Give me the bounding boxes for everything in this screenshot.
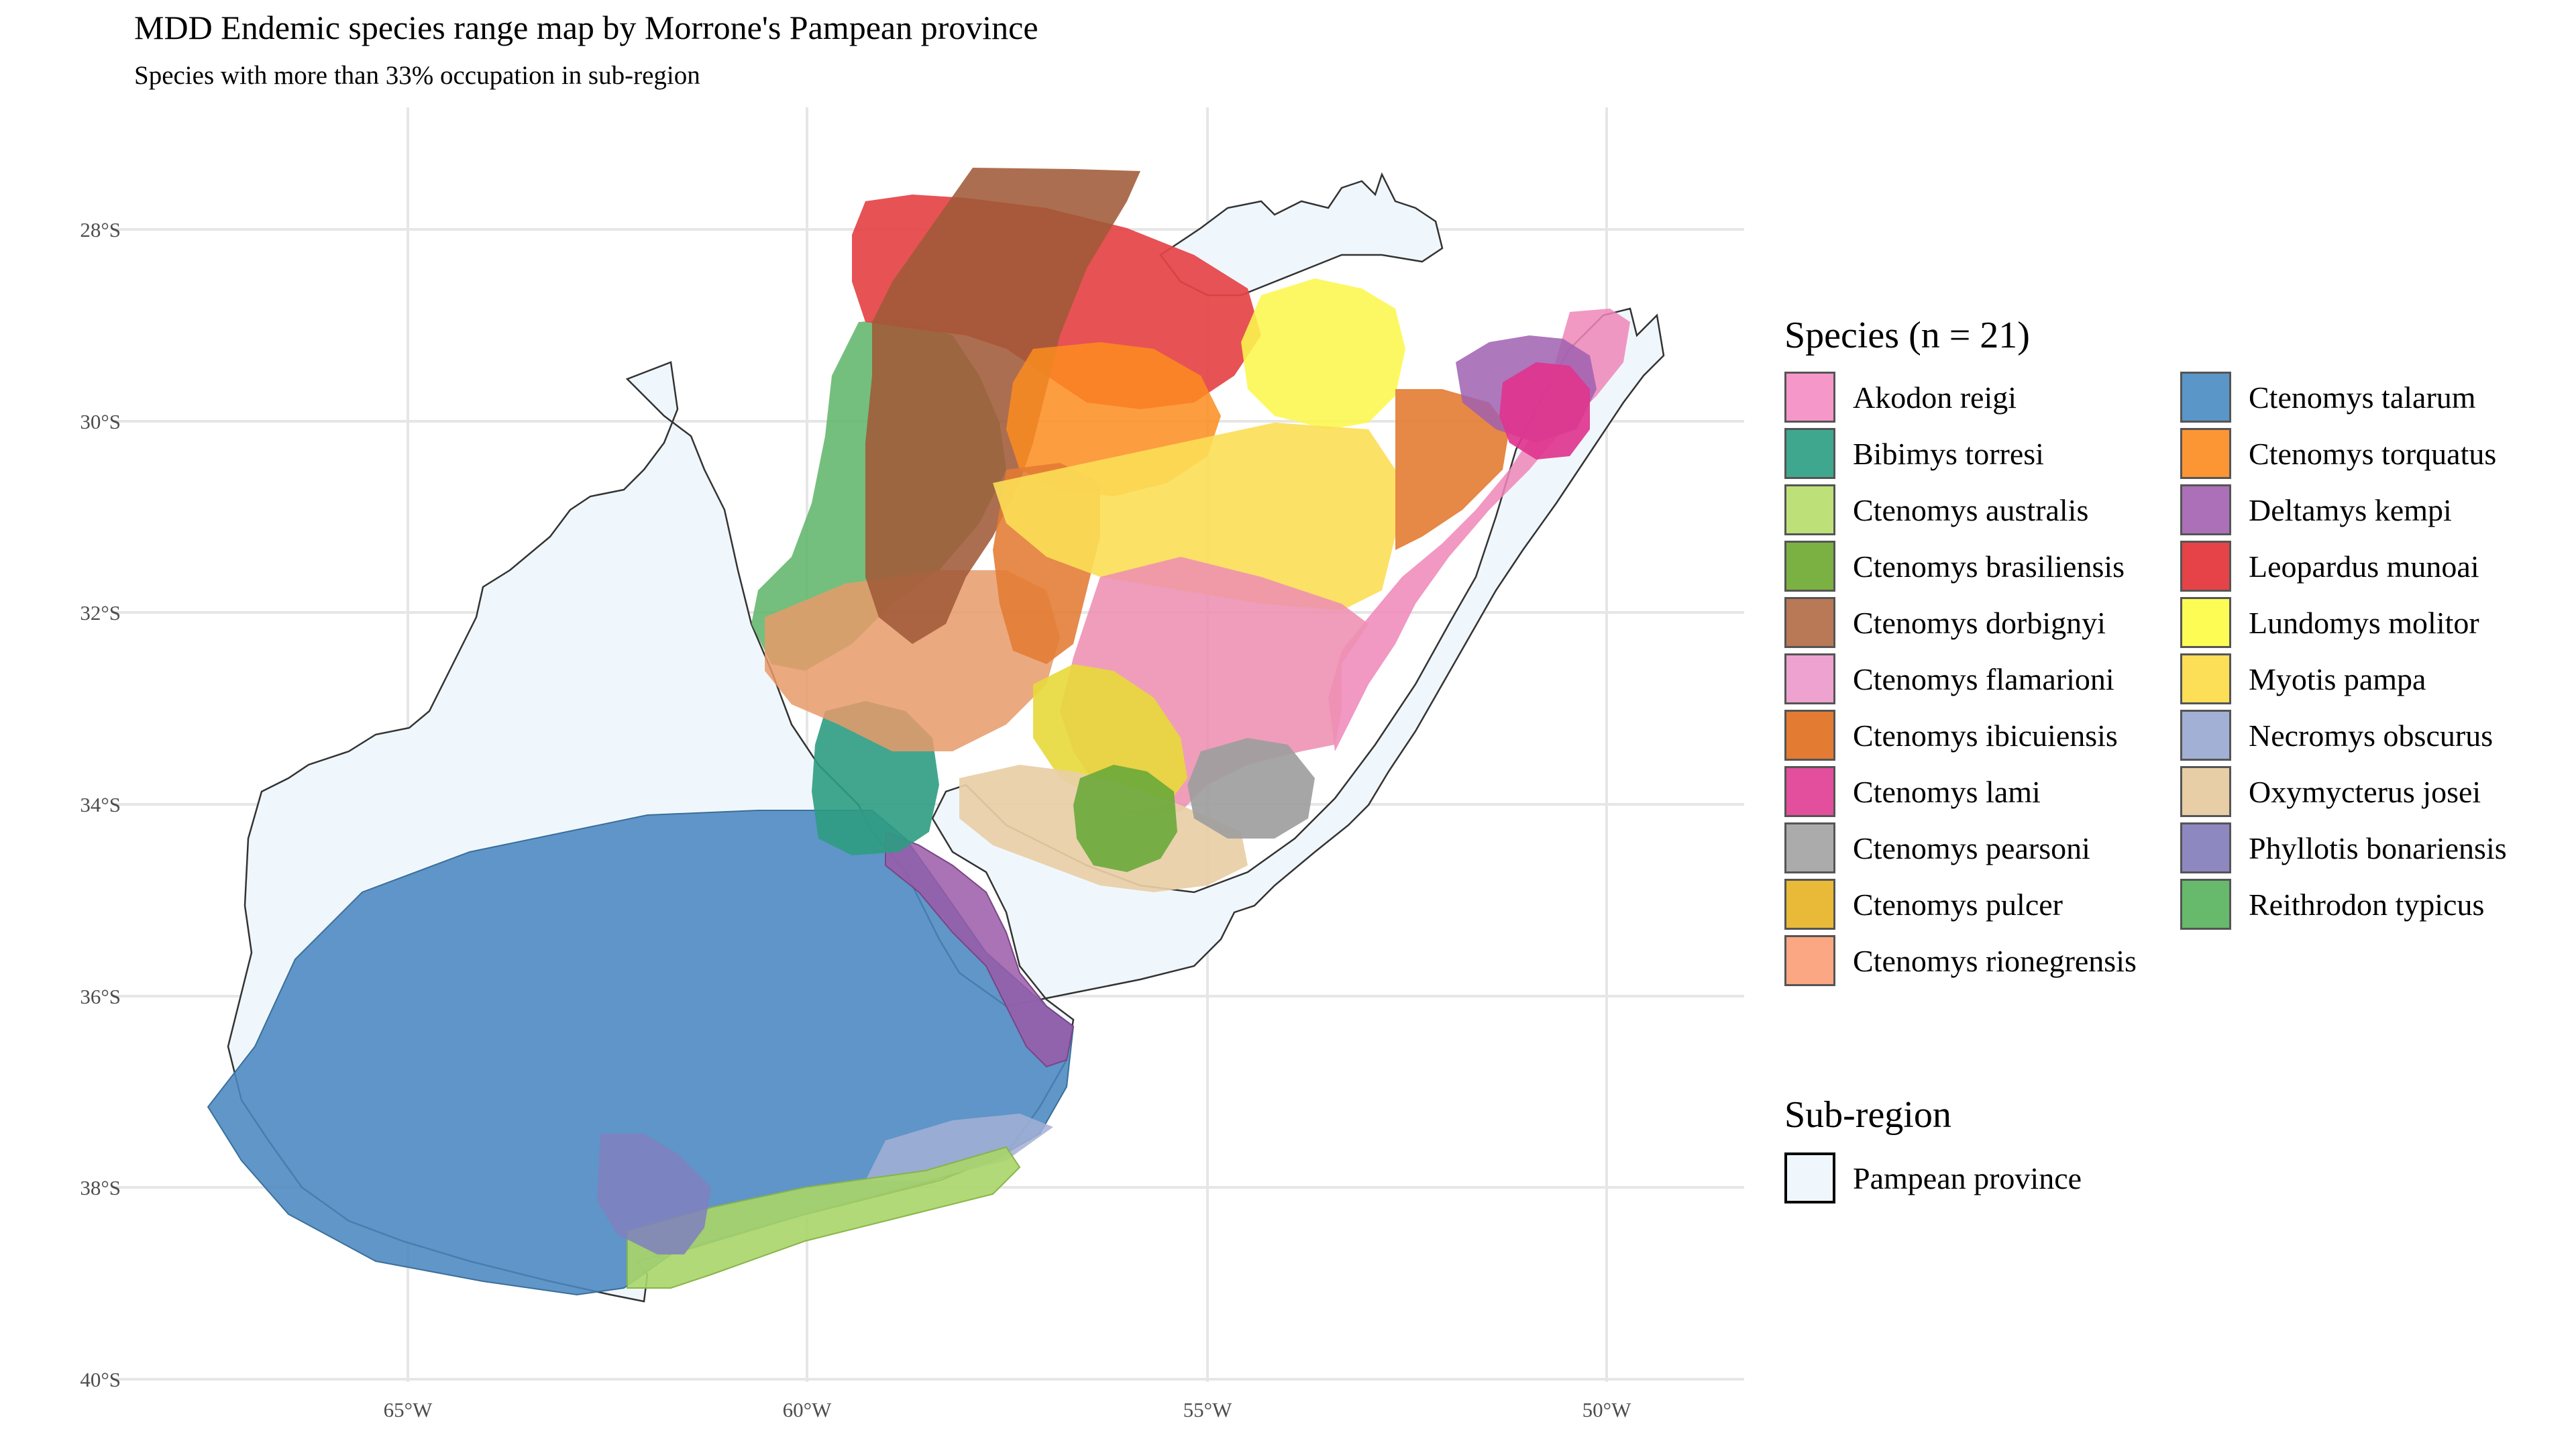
species-legend-item: Ctenomys rionegrensis: [1784, 934, 2137, 987]
species-legend-item: Myotis pampa: [2180, 652, 2426, 706]
species-swatch: [2180, 653, 2231, 704]
range-ctenomys-brasiliensis: [1073, 765, 1177, 872]
species-legend-title: Species (n = 21): [1784, 315, 2030, 356]
species-legend-label: Ctenomys australis: [1853, 492, 2089, 527]
species-legend: Akodon reigi Bibimys torresi Ctenomys aust…: [1784, 370, 2576, 986]
range-ctenomys-pearsoni: [1187, 738, 1315, 839]
species-legend-item: Ctenomys talarum: [2180, 370, 2476, 424]
species-legend-item: Ctenomys australis: [1784, 483, 2088, 537]
species-legend-label: Ctenomys ibicuiensis: [1853, 718, 2118, 753]
species-legend-item: Reithrodon typicus: [2180, 877, 2484, 931]
species-swatch: [1784, 710, 1835, 761]
species-swatch: [1784, 879, 1835, 930]
species-legend-label: Ctenomys lami: [1853, 774, 2041, 809]
latitude-tick-labels: 28°S 30°S 32°S 34°S 36°S 38°S 40°S: [80, 218, 121, 1391]
lon-tick-label: 65°W: [384, 1398, 433, 1421]
species-swatch: [1784, 428, 1835, 479]
subregion-swatch: [1784, 1152, 1835, 1203]
species-swatch: [2180, 372, 2231, 423]
subregion-legend-item: Pampean province: [1784, 1151, 2082, 1205]
longitude-tick-labels: 65°W 60°W 55°W 50°W: [384, 1398, 1631, 1421]
map-subtitle: Species with more than 33% occupation in…: [134, 61, 700, 90]
species-swatch: [2180, 597, 2231, 648]
map-title: MDD Endemic species range map by Morrone…: [134, 9, 1038, 46]
species-legend-label: Deltamys kempi: [2249, 492, 2452, 527]
species-legend-label: Bibimys torresi: [1853, 436, 2044, 471]
species-legend-label: Oxymycterus josei: [2249, 774, 2481, 809]
lat-tick-label: 34°S: [80, 793, 121, 816]
species-swatch: [2180, 428, 2231, 479]
species-legend-item: Ctenomys brasiliensis: [1784, 539, 2125, 593]
lat-tick-label: 38°S: [80, 1176, 121, 1199]
species-swatch: [1784, 766, 1835, 817]
subregion-legend-title: Sub-region: [1784, 1094, 1951, 1136]
species-legend-label: Ctenomys pearsoni: [1853, 830, 2090, 865]
lon-tick-label: 60°W: [783, 1398, 832, 1421]
species-swatch: [2180, 484, 2231, 535]
species-legend-item: Lundomys molitor: [2180, 596, 2479, 649]
species-swatch: [2180, 541, 2231, 592]
species-swatch: [1784, 484, 1835, 535]
species-legend-label: Ctenomys talarum: [2249, 380, 2476, 415]
species-legend-item: Phyllotis bonariensis: [2180, 821, 2507, 875]
range-deltamys-kempi-coast: [885, 830, 1075, 1068]
species-legend-label: Ctenomys rionegrensis: [1853, 943, 2137, 978]
species-legend-item: Ctenomys pearsoni: [1784, 821, 2090, 875]
subregion-legend-label: Pampean province: [1853, 1161, 2082, 1195]
species-swatch: [1784, 935, 1835, 986]
lat-tick-label: 40°S: [80, 1368, 121, 1391]
species-legend-label: Ctenomys brasiliensis: [1853, 549, 2125, 584]
range-ctenomys-lami: [1499, 362, 1590, 460]
species-legend-item: Necromys obscurus: [2180, 708, 2493, 762]
species-legend-item: Ctenomys ibicuiensis: [1784, 708, 2118, 762]
species-swatch: [1784, 822, 1835, 873]
range-ctenomys-dorbignyi: [865, 168, 1140, 644]
range-myotis-pampa: [993, 423, 1395, 610]
species-swatch: [2180, 822, 2231, 873]
lon-tick-label: 50°W: [1582, 1398, 1631, 1421]
species-legend-item: Bibimys torresi: [1784, 427, 2044, 480]
species-swatch: [2180, 766, 2231, 817]
species-legend-label: Ctenomys flamarioni: [1853, 661, 2114, 696]
lat-tick-label: 36°S: [80, 985, 121, 1008]
species-legend-label: Myotis pampa: [2249, 661, 2426, 696]
species-legend-item: Ctenomys flamarioni: [1784, 652, 2114, 706]
species-legend-label: Lundomys molitor: [2249, 605, 2479, 640]
species-legend-label: Ctenomys torquatus: [2249, 436, 2497, 471]
species-legend-item: Leopardus munoai: [2180, 539, 2479, 593]
lat-tick-label: 32°S: [80, 601, 121, 625]
lat-tick-label: 30°S: [80, 410, 121, 433]
species-legend-label: Ctenomys dorbignyi: [1853, 605, 2106, 640]
species-legend-item: Ctenomys lami: [1784, 765, 2041, 818]
species-legend-item: Ctenomys pulcer: [1784, 877, 2063, 931]
range-ctenomys-australis: [627, 1146, 1021, 1289]
species-legend-item: Oxymycterus josei: [2180, 765, 2481, 818]
species-legend-item: Akodon reigi: [1784, 370, 2017, 424]
species-legend-label: Akodon reigi: [1853, 380, 2017, 415]
species-swatch: [1784, 372, 1835, 423]
lat-tick-label: 28°S: [80, 218, 121, 241]
lon-tick-label: 55°W: [1183, 1398, 1232, 1421]
range-phyllotis-bonariensis: [597, 1134, 711, 1254]
range-lundomys-molitor: [1241, 278, 1405, 429]
species-legend-label: Phyllotis bonariensis: [2249, 830, 2507, 865]
species-swatch: [2180, 879, 2231, 930]
range-ctenomys-rionegrensis: [765, 570, 1060, 751]
species-legend-label: Ctenomys pulcer: [1853, 887, 2063, 922]
species-swatch: [1784, 653, 1835, 704]
species-legend-item: Ctenomys torquatus: [2180, 427, 2496, 480]
species-legend-item: Ctenomys dorbignyi: [1784, 596, 2106, 649]
species-legend-label: Necromys obscurus: [2249, 718, 2493, 753]
pampean-province-north-lobe: [1159, 172, 1444, 297]
species-legend-item: Deltamys kempi: [2180, 483, 2452, 537]
range-necromys-obscurus: [865, 1114, 1053, 1181]
species-legend-label: Leopardus munoai: [2249, 549, 2479, 584]
species-swatch: [1784, 597, 1835, 648]
species-legend-label: Reithrodon typicus: [2249, 887, 2485, 922]
range-ctenomys-ibicuiensis-east: [1395, 389, 1509, 550]
species-swatch: [2180, 710, 2231, 761]
species-swatch: [1784, 541, 1835, 592]
